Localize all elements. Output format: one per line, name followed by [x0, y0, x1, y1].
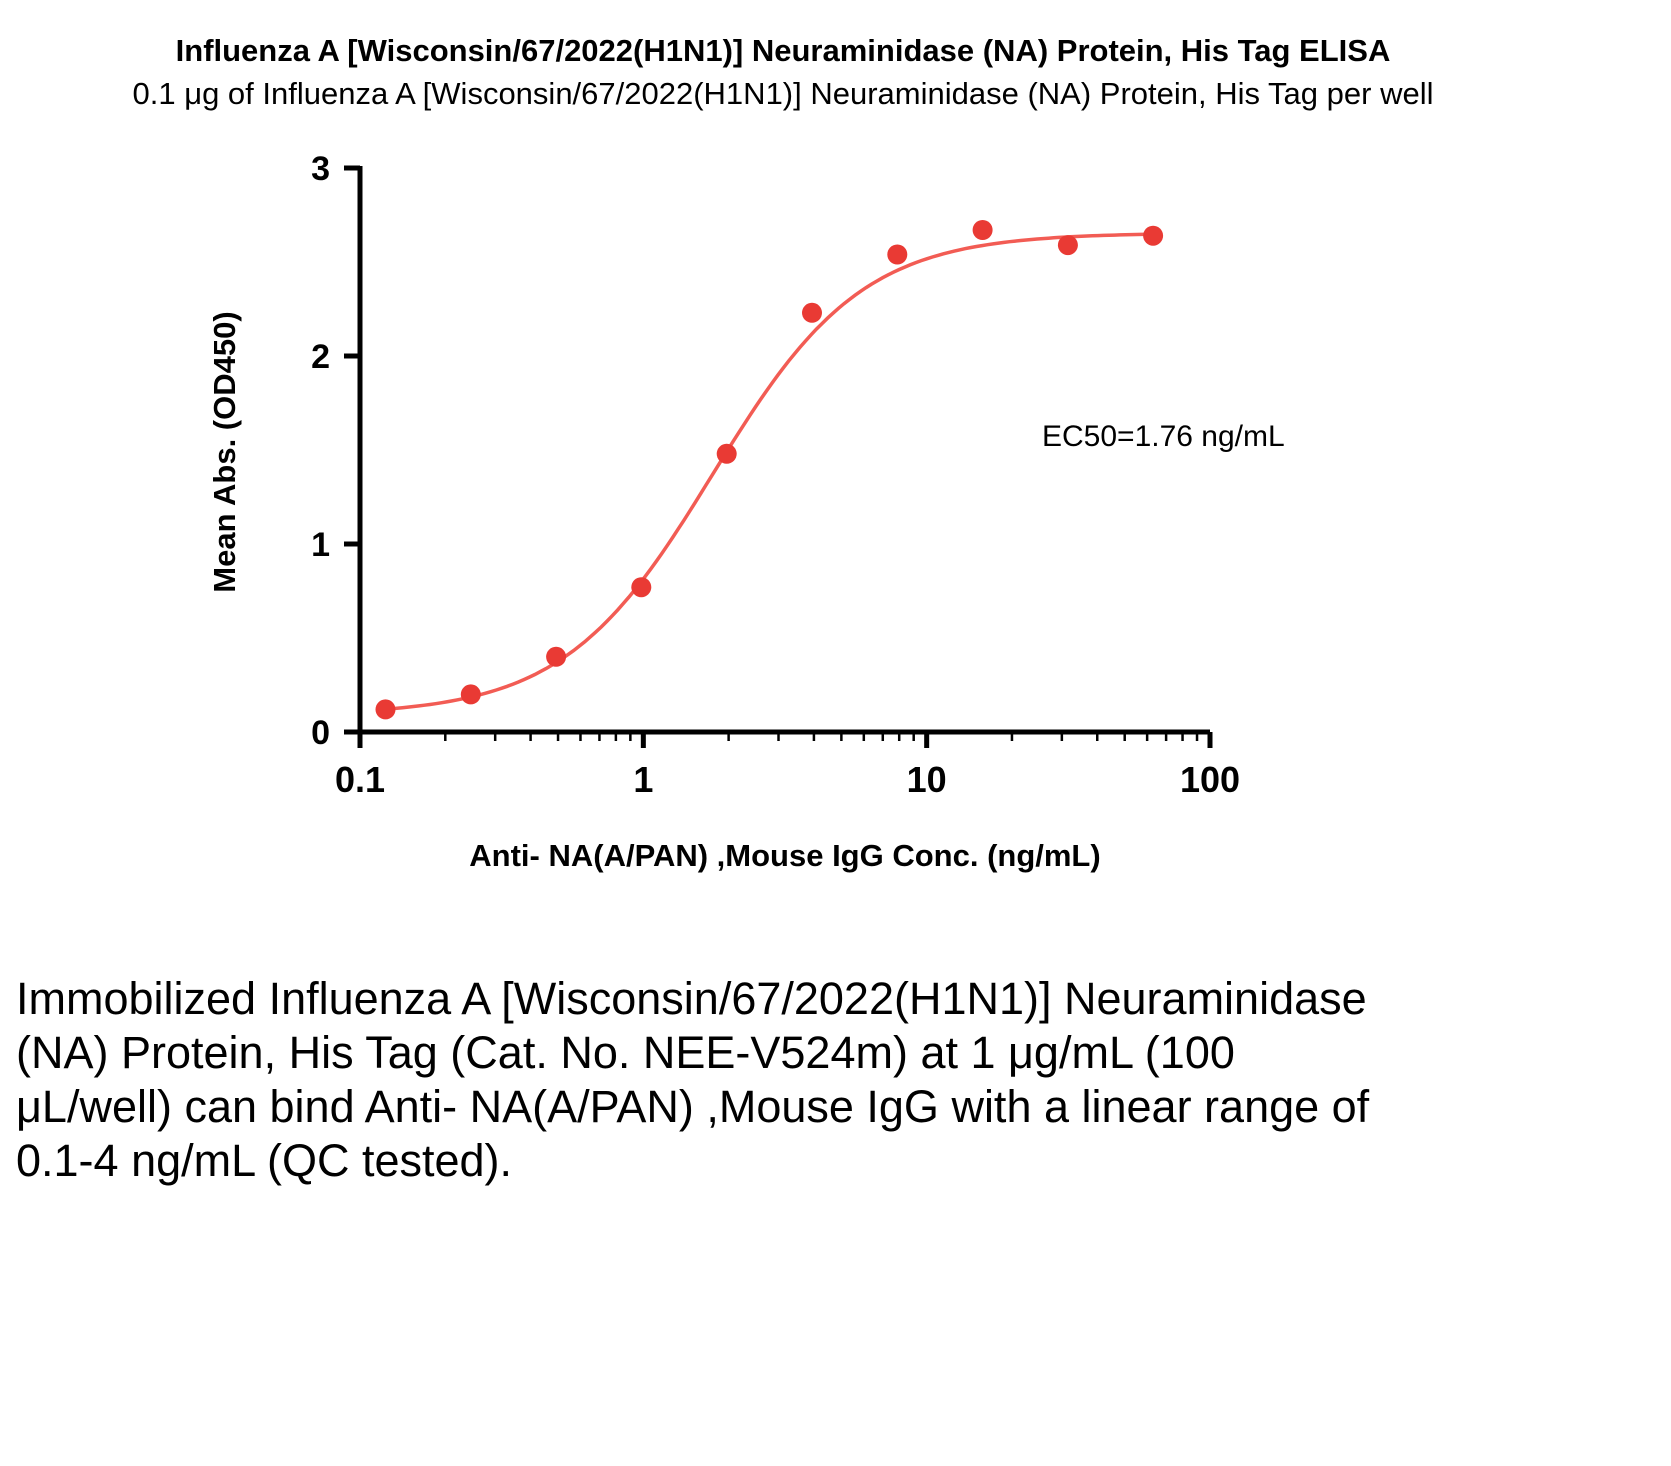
y-tick-label: 1: [311, 526, 330, 564]
ec50-annotation: EC50=1.76 ng/mL: [1042, 420, 1285, 453]
x-tick-label: 100: [1180, 759, 1240, 800]
chart-title: Influenza A [Wisconsin/67/2022(H1N1)] Ne…: [175, 33, 1391, 68]
y-tick-label: 3: [311, 150, 330, 188]
data-point: [546, 646, 567, 667]
figure-header: Influenza A [Wisconsin/67/2022(H1N1)] Ne…: [0, 30, 1566, 115]
figure-description: Immobilized Influenza A [Wisconsin/67/20…: [16, 973, 1370, 1186]
data-point: [887, 244, 908, 265]
data-point: [1057, 235, 1078, 256]
data-point: [972, 220, 993, 240]
dose-response-curve: [378, 232, 1155, 712]
data-point: [631, 577, 652, 598]
x-tick-label: 1: [633, 759, 653, 800]
x-tick-label: 10: [907, 759, 947, 800]
data-points: [375, 220, 1164, 720]
y-tick-label: 2: [311, 338, 330, 376]
y-tick-label: 0: [311, 714, 330, 752]
data-point: [1143, 225, 1164, 246]
x-tick-label: 0.1: [335, 759, 385, 800]
data-point: [802, 302, 822, 323]
x-ticks: 0.1 1 10 100: [335, 732, 1240, 800]
x-axis-label: Anti- NA(A/PAN) ,Mouse IgG Conc. (ng/mL): [469, 838, 1101, 873]
data-point: [716, 443, 737, 464]
y-ticks: 0 1 2 3: [311, 150, 360, 752]
data-point: [460, 684, 481, 705]
chart-subtitle: 0.1 μg of Influenza A [Wisconsin/67/2022…: [132, 75, 1434, 111]
elisa-dose-response-plot: 0 1 2 3 0.1 1 10 100: [311, 150, 1240, 800]
data-point: [375, 699, 396, 720]
